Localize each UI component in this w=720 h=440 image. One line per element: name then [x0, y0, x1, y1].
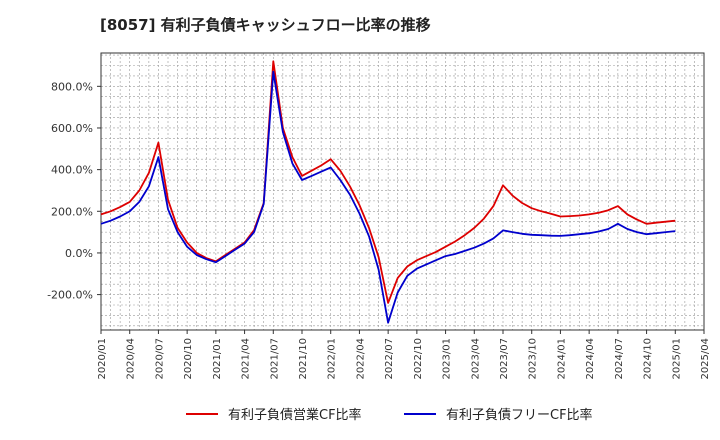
x-tick-label: 2025/01 [671, 338, 682, 380]
x-tick-label: 2020/01 [97, 338, 108, 380]
x-tick-label: 2024/07 [614, 338, 625, 380]
x-tick-label: 2021/01 [212, 338, 223, 380]
y-tick-label: -200.0% [47, 289, 93, 302]
x-axis: 2020/01 2020/04 2020/07 2020/10 2021/01 2021/… [97, 330, 711, 380]
y-tick-label: 600.0% [51, 122, 93, 135]
series-line-2 [100, 70, 676, 324]
x-tick-label: 2022/01 [327, 338, 338, 380]
x-tick-label: 2021/07 [269, 338, 280, 380]
x-tick-label: 2020/10 [183, 338, 194, 380]
legend: 有利子負債営業CF比率 有利子負債フリーCF比率 [186, 407, 593, 423]
chart-title: [8057] 有利子負債キャッシュフロー比率の推移 [100, 16, 431, 34]
series-line-1 [100, 60, 676, 304]
x-tick-label: 2022/10 [413, 338, 424, 380]
x-tick-label: 2021/04 [241, 338, 252, 380]
x-tick-label: 2024/01 [556, 338, 567, 380]
x-tick-label: 2020/07 [154, 338, 165, 380]
series-group [100, 60, 676, 324]
y-tick-label: 0.0% [65, 247, 93, 260]
legend-label-1: 有利子負債営業CF比率 [228, 407, 362, 423]
y-axis: -200.0% 0.0% 200.0% 400.0% 600.0% 800.0% [47, 80, 101, 302]
y-tick-label: 400.0% [51, 164, 93, 177]
x-tick-label: 2022/04 [355, 338, 366, 380]
y-tick-label: 800.0% [51, 80, 93, 93]
grid [100, 53, 705, 330]
x-tick-label: 2024/10 [643, 338, 654, 380]
x-tick-label: 2020/04 [126, 338, 137, 380]
x-tick-label: 2025/04 [700, 338, 711, 380]
plot-frame [100, 52, 705, 331]
x-tick-label: 2023/07 [499, 338, 510, 380]
legend-label-2: 有利子負債フリーCF比率 [446, 407, 593, 423]
x-tick-label: 2023/04 [470, 338, 481, 380]
x-tick-label: 2022/07 [384, 338, 395, 380]
x-tick-label: 2023/01 [442, 338, 453, 380]
x-tick-label: 2023/10 [528, 338, 539, 380]
x-tick-label: 2024/04 [585, 338, 596, 380]
y-tick-label: 200.0% [51, 205, 93, 218]
x-tick-label: 2021/10 [298, 338, 309, 380]
